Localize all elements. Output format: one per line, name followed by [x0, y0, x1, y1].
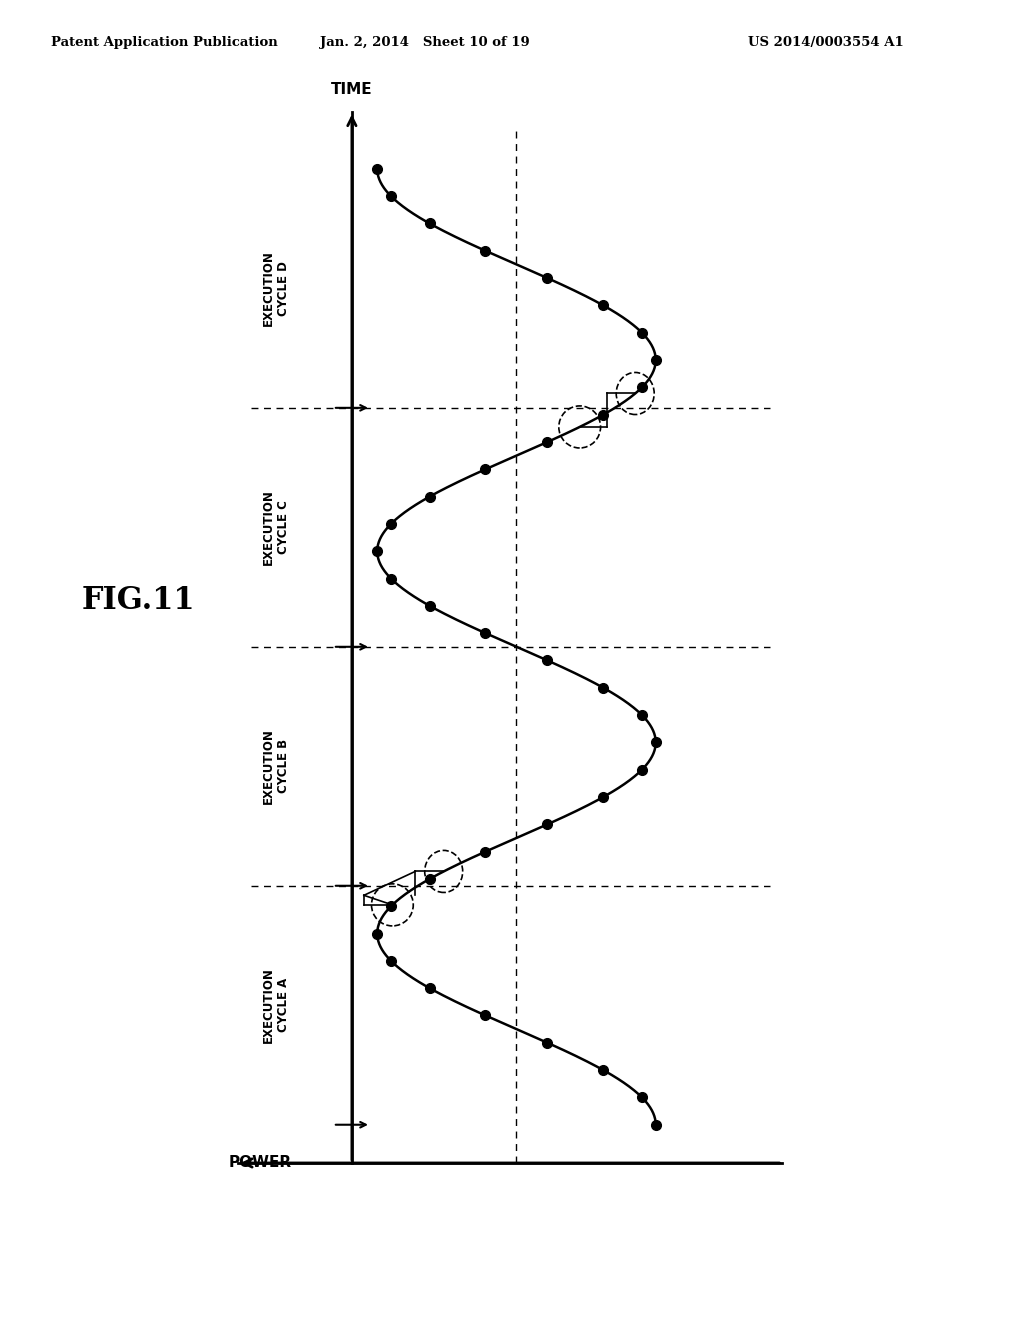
Text: FIG.11: FIG.11	[82, 585, 196, 616]
Text: POWER: POWER	[228, 1155, 292, 1171]
Text: TIME: TIME	[331, 82, 373, 98]
Text: Jan. 2, 2014   Sheet 10 of 19: Jan. 2, 2014 Sheet 10 of 19	[321, 36, 529, 49]
Text: EXECUTION
CYCLE C: EXECUTION CYCLE C	[262, 490, 290, 565]
Text: EXECUTION
CYCLE D: EXECUTION CYCLE D	[262, 251, 290, 326]
Text: US 2014/0003554 A1: US 2014/0003554 A1	[748, 36, 903, 49]
Text: EXECUTION
CYCLE A: EXECUTION CYCLE A	[262, 968, 290, 1043]
Text: EXECUTION
CYCLE B: EXECUTION CYCLE B	[262, 729, 290, 804]
Text: Patent Application Publication: Patent Application Publication	[51, 36, 278, 49]
